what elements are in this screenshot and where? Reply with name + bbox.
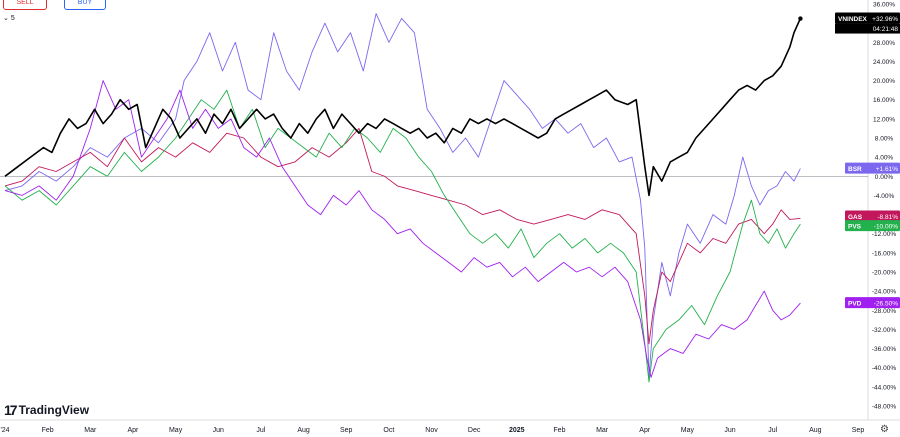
series-last-point-vnindex bbox=[798, 16, 803, 21]
x-tick-label: Mar bbox=[596, 427, 609, 434]
y-tick-label: -32.00% bbox=[872, 327, 896, 334]
y-tick-label: 28.00% bbox=[873, 40, 895, 47]
series-label-layer: VNINDEX +32.96% 04:21:48 BSR +1.61% GAS -8.81%… bbox=[835, 12, 900, 309]
gear-icon[interactable]: ⚙ bbox=[880, 424, 889, 435]
x-tick-label: Sep bbox=[340, 427, 353, 434]
x-tick-label: May bbox=[681, 427, 695, 434]
y-tick-label: -40.00% bbox=[872, 365, 896, 372]
x-tick-label: May bbox=[169, 427, 183, 434]
series-label-name-vnindex: VNINDEX bbox=[838, 16, 868, 23]
y-tick-label: 12.00% bbox=[873, 116, 895, 123]
y-tick-label: 4.00% bbox=[875, 155, 894, 162]
y-tick-label: 8.00% bbox=[875, 136, 894, 143]
y-tick-label: -48.00% bbox=[872, 404, 896, 411]
x-tick-label: Feb bbox=[42, 427, 54, 434]
y-tick-label: 36.00% bbox=[873, 2, 895, 9]
interval-toggle[interactable]: ⌄ 5 bbox=[3, 14, 15, 22]
plot-area[interactable] bbox=[0, 0, 868, 420]
countdown-badge bbox=[835, 23, 900, 34]
x-tick-label: Dec bbox=[468, 427, 481, 434]
series-label-name-pvd: PVD bbox=[848, 301, 862, 308]
series-line-gas bbox=[4, 127, 801, 345]
y-tick-label: -16.00% bbox=[872, 250, 896, 257]
series-label-badge-pvs bbox=[845, 220, 900, 232]
series-label-name-pvs: PVS bbox=[848, 224, 862, 231]
x-tick-label: Jun bbox=[724, 427, 735, 434]
series-label-badge-vnindex bbox=[835, 12, 900, 24]
logo-mark: 17 bbox=[4, 402, 18, 418]
x-tick-label: Apr bbox=[127, 427, 139, 434]
series-line-bsr bbox=[4, 13, 801, 378]
series-layer bbox=[4, 13, 803, 383]
series-label-name-gas: GAS bbox=[848, 214, 863, 221]
series-label-value-gas: -8.81% bbox=[877, 214, 898, 221]
x-tick-label: Nov bbox=[425, 427, 438, 434]
countdown-label: 04:21:48 bbox=[873, 26, 899, 33]
sell-button[interactable]: SELL bbox=[3, 0, 47, 10]
x-tick-label: 2025 bbox=[509, 427, 525, 434]
series-label-value-bsr: +1.61% bbox=[876, 166, 898, 173]
y-tick-label: 20.00% bbox=[873, 78, 895, 85]
y-tick-label: 24.00% bbox=[873, 59, 895, 66]
y-tick-label: -12.00% bbox=[872, 231, 896, 238]
x-tick-label: Oct bbox=[383, 427, 394, 434]
x-tick-label: Aug bbox=[297, 427, 310, 434]
interval-value: 5 bbox=[10, 15, 15, 22]
y-tick-label: -36.00% bbox=[872, 346, 896, 353]
x-axis: '24 Feb Mar Apr May Jun Jul Aug Sep Oct Nov Dec 2025… bbox=[0, 427, 864, 434]
series-label-badge-gas bbox=[845, 210, 900, 222]
chevron-down-icon: ⌄ bbox=[3, 15, 9, 22]
series-label-value-pvd: -26.50% bbox=[874, 301, 898, 308]
series-label-value-vnindex: +32.96% bbox=[872, 16, 898, 23]
x-tick-label: Apr bbox=[639, 427, 651, 434]
series-label-badge-bsr bbox=[845, 162, 900, 174]
y-tick-label: 0.00% bbox=[875, 174, 894, 181]
y-axis: 36.00%32.00%28.00%24.00%20.00%16.00%12.0… bbox=[872, 2, 896, 411]
x-tick-label: Feb bbox=[553, 427, 565, 434]
logo-text: TradingView bbox=[18, 403, 90, 417]
series-label-value-pvs: -10.00% bbox=[874, 224, 898, 231]
y-tick-label: -20.00% bbox=[872, 270, 896, 277]
series-label-badge-pvd bbox=[845, 297, 900, 309]
x-tick-label: Jul bbox=[256, 427, 265, 434]
buy-button[interactable]: BUY bbox=[64, 0, 106, 10]
y-tick-label: -28.00% bbox=[872, 308, 896, 315]
x-tick-label: Jul bbox=[768, 427, 777, 434]
x-tick-label: '24 bbox=[0, 427, 9, 434]
y-tick-label: -44.00% bbox=[872, 384, 896, 391]
y-tick-label: -4.00% bbox=[874, 193, 895, 200]
tradingview-logo: 17 TradingView bbox=[4, 402, 89, 418]
y-tick-label: 16.00% bbox=[873, 97, 895, 104]
series-label-name-bsr: BSR bbox=[848, 166, 862, 173]
series-line-pvs bbox=[4, 89, 801, 383]
x-tick-label: Jun bbox=[213, 427, 224, 434]
x-tick-label: Aug bbox=[809, 427, 822, 434]
y-tick-label: -24.00% bbox=[872, 289, 896, 296]
x-tick-label: Sep bbox=[852, 427, 865, 434]
series-line-pvd bbox=[4, 80, 801, 378]
series-line-vnindex bbox=[4, 18, 802, 197]
x-tick-label: Mar bbox=[84, 427, 97, 434]
